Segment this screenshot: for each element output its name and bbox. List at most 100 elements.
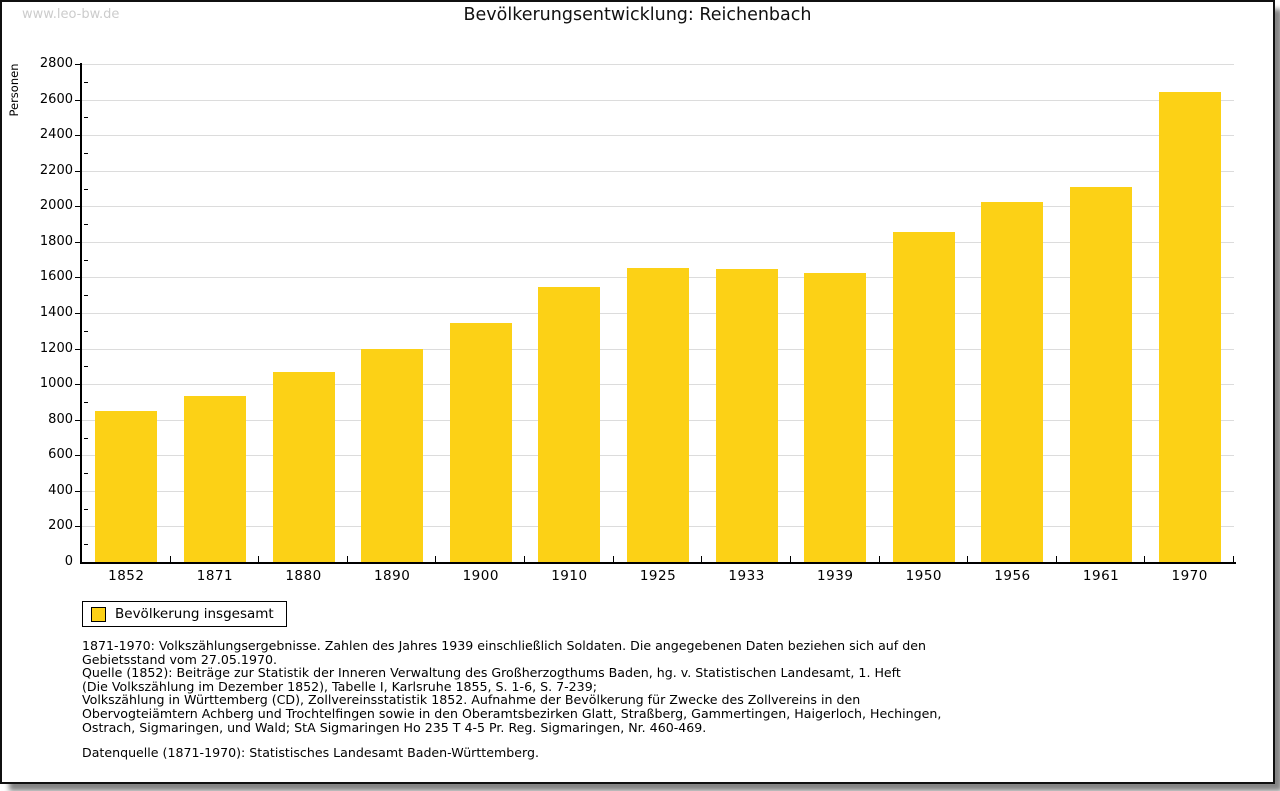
plot-area: [75, 64, 1234, 562]
x-tick-label: 1910: [551, 568, 588, 584]
bar-1900: [449, 322, 512, 562]
y-minor-tick: [84, 81, 88, 83]
x-boundary-tick: [524, 556, 526, 562]
bar-1925: [626, 267, 689, 562]
bar-1970: [1158, 92, 1221, 562]
bar-1871: [183, 395, 246, 562]
bar-1956: [981, 201, 1044, 562]
y-major-tick: [75, 313, 80, 314]
x-tick-label: 1956: [994, 568, 1031, 584]
footnote-line: (Die Volkszählung im Dezember 1852), Tab…: [82, 678, 597, 694]
bar-1890: [361, 348, 424, 562]
x-tick-label: 1970: [1171, 568, 1208, 584]
chart-title: Bevölkerungsentwicklung: Reichenbach: [463, 5, 812, 25]
gridline: [82, 99, 1234, 101]
bar-1852: [95, 410, 158, 562]
watermark-url: www.leo-bw.de: [22, 7, 120, 22]
x-boundary-tick: [967, 556, 969, 562]
y-tick-label: 800: [48, 411, 73, 427]
y-major-tick: [75, 277, 80, 279]
y-minor-tick: [84, 366, 88, 368]
source-notes: 1871-1970: Volkszählungsergebnisse. Zahl…: [82, 639, 941, 760]
y-minor-tick: [84, 473, 88, 475]
legend-box: Bevölkerung insgesamt: [82, 601, 287, 627]
footnote-line: Ostrach, Sigmaringen, und Wald; StA Sigm…: [82, 719, 707, 735]
y-tick-label: 600: [48, 447, 73, 463]
bar-1910: [538, 287, 601, 562]
y-tick-label: 2400: [39, 127, 73, 143]
y-minor-tick: [84, 117, 88, 119]
y-tick-label: 1600: [39, 269, 73, 285]
x-tick-label: 1925: [639, 568, 677, 584]
gridline: [82, 170, 1234, 172]
footnote-line: 1871-1970: Volkszählungsergebnisse. Zahl…: [82, 638, 926, 653]
x-boundary-tick: [258, 556, 260, 562]
y-major-tick: [75, 241, 80, 243]
x-boundary-tick: [1144, 556, 1146, 562]
x-boundary-tick: [701, 556, 703, 562]
footnote-block: 1871-1970: Volkszählungsergebnisse. Zahl…: [82, 639, 941, 734]
y-tick-label: 400: [48, 482, 73, 498]
y-major-tick: [75, 455, 80, 457]
x-tick-label: 1961: [1082, 568, 1120, 584]
x-tick-label: 1939: [817, 568, 854, 584]
x-boundary-tick: [878, 556, 880, 562]
y-minor-tick: [84, 330, 88, 332]
y-major-tick: [75, 135, 80, 137]
y-tick-label: 200: [48, 518, 73, 534]
gridline: [82, 135, 1234, 137]
bar-1961: [1070, 186, 1133, 562]
y-axis-line: [80, 63, 82, 564]
y-minor-tick: [84, 295, 88, 297]
y-minor-tick: [84, 188, 88, 190]
x-axis-line: [80, 562, 1236, 564]
y-major-tick: [75, 526, 80, 528]
y-minor-tick: [84, 224, 88, 226]
y-minor-tick: [84, 152, 88, 154]
y-major-tick: [75, 419, 80, 421]
y-major-tick: [75, 206, 80, 208]
legend-label: Bevölkerung insgesamt: [115, 606, 274, 622]
y-tick-label: 2800: [39, 56, 73, 71]
y-minor-tick: [84, 437, 88, 439]
x-boundary-tick: [346, 556, 348, 562]
y-tick-label: 2000: [39, 198, 73, 214]
footnote-line: Volkszählung in Württemberg (CD), Zollve…: [82, 692, 861, 708]
footnote-line: Quelle (1852): Beiträge zur Statistik de…: [82, 665, 901, 681]
gridline: [82, 64, 1234, 65]
y-minor-tick: [84, 544, 88, 546]
x-boundary-tick: [435, 556, 437, 562]
y-major-tick: [75, 64, 80, 65]
y-major-tick: [75, 490, 80, 492]
legend-swatch-icon: [91, 606, 106, 622]
x-axis-tick-labels: 1852 1871 1880 1890 1900 1910 1925 1933 1939 1950…: [82, 568, 1234, 586]
x-boundary-tick: [169, 556, 171, 562]
y-minor-tick: [84, 401, 88, 403]
x-tick-label: 1950: [905, 568, 943, 584]
y-minor-tick: [84, 259, 88, 261]
gridline: [82, 206, 1234, 208]
y-major-tick: [75, 348, 80, 350]
x-tick-label: 1933: [728, 568, 765, 584]
footnote-line: Obervogteiämtern Achberg und Trochtelfin…: [82, 705, 942, 721]
x-tick-label: 1852: [108, 568, 145, 584]
x-tick-label: 1890: [373, 568, 411, 584]
y-tick-label: 1800: [39, 233, 73, 249]
x-boundary-tick: [1233, 556, 1234, 562]
y-tick-label: 2200: [39, 162, 73, 178]
x-tick-label: 1871: [196, 568, 234, 584]
x-tick-label: 1880: [285, 568, 322, 584]
bar-1880: [272, 371, 335, 562]
bar-1950: [892, 232, 955, 562]
y-major-tick: [75, 384, 80, 386]
bar-1939: [804, 272, 867, 562]
y-minor-tick: [84, 508, 88, 510]
footnote-line: Gebietsstand vom 27.05.1970.: [82, 651, 277, 667]
y-tick-label: 1200: [39, 340, 73, 356]
y-tick-label: 1000: [39, 376, 73, 392]
x-boundary-tick: [789, 556, 791, 562]
x-boundary-tick: [612, 556, 614, 562]
y-major-tick: [75, 99, 80, 101]
